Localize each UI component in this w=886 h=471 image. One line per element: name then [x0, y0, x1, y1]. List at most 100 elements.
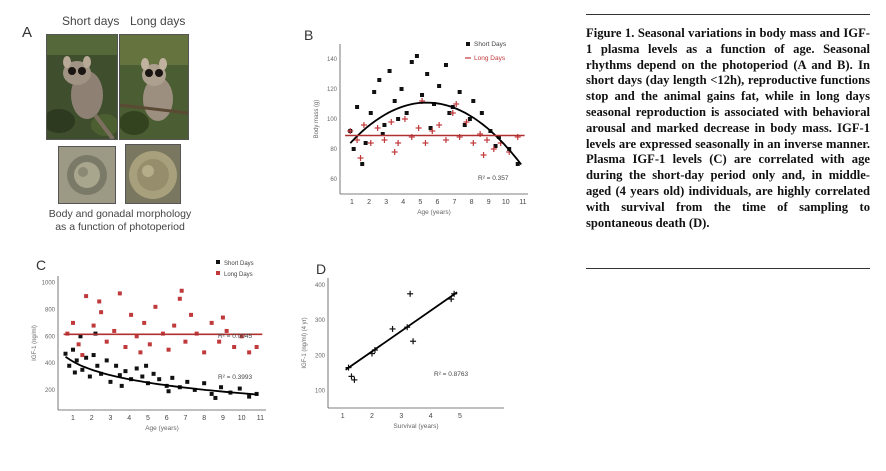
data-point — [449, 110, 456, 116]
data-point — [247, 350, 252, 355]
x-tick-label: 3 — [384, 199, 388, 206]
data-point — [170, 375, 175, 380]
data-point — [117, 373, 122, 378]
data-point — [247, 394, 252, 399]
data-point — [87, 374, 92, 379]
data-point — [425, 72, 430, 76]
x-tick-label: 5 — [418, 199, 422, 206]
x-tick-label: 2 — [90, 415, 94, 422]
data-point — [112, 328, 117, 333]
data-point — [447, 111, 452, 115]
data-point — [134, 366, 139, 371]
data-point — [209, 391, 214, 396]
data-point — [91, 323, 96, 328]
data-point — [382, 123, 387, 127]
data-point — [410, 338, 417, 345]
data-point — [104, 339, 109, 344]
x-tick-label: 10 — [238, 415, 246, 422]
data-point — [357, 155, 364, 161]
data-point — [91, 353, 96, 358]
data-point — [429, 128, 436, 134]
data-point — [217, 339, 222, 344]
y-tick-label: 400 — [45, 361, 56, 367]
data-point — [97, 299, 102, 304]
data-point — [496, 135, 501, 139]
data-point — [380, 132, 385, 136]
x-axis-label: Age (years) — [417, 209, 451, 216]
data-point — [463, 119, 470, 125]
data-point — [80, 353, 85, 358]
y-axis-label: IGF-1 (ng/ml) — [32, 325, 38, 361]
data-point — [374, 125, 381, 131]
data-point — [392, 99, 397, 103]
data-point — [515, 162, 520, 166]
y-tick-label: 300 — [315, 318, 326, 324]
data-point — [192, 387, 197, 392]
data-point — [153, 304, 158, 309]
panel-b-letter: B — [304, 28, 313, 43]
x-tick-label: 5 — [458, 413, 462, 420]
x-tick-label: 4 — [401, 199, 405, 206]
panel-c-letter: C — [36, 258, 46, 273]
y-tick-label: 400 — [315, 283, 326, 289]
x-tick-label: 8 — [470, 199, 474, 206]
x-tick-label: 7 — [183, 415, 187, 422]
data-point — [388, 119, 395, 125]
legend-label-long: Long Days — [224, 272, 253, 278]
data-point — [172, 323, 177, 328]
x-tick-label: 9 — [487, 199, 491, 206]
data-point — [480, 152, 487, 158]
fit-line — [349, 101, 522, 166]
data-point — [414, 54, 419, 58]
data-point — [432, 102, 436, 106]
data-point — [348, 373, 355, 380]
data-point — [351, 147, 356, 151]
data-point — [138, 350, 143, 355]
legend-label-short: Short Days — [474, 41, 507, 48]
caption-top-rule — [586, 14, 870, 15]
y-tick-label: 140 — [327, 57, 338, 63]
r2-short-label: R² = 0.3993 — [218, 374, 253, 381]
data-point — [395, 140, 402, 146]
data-point — [129, 312, 134, 317]
data-point — [422, 140, 429, 146]
panel-b-chart: B 1 2 3 4 5 6 7 8 9 10 11 60 80 100 120 140 Age (years) Bo… — [304, 28, 528, 216]
data-point — [401, 116, 408, 122]
panel-d-chart: D 1 2 3 4 5 100 200 300 400 Survival (years) IGF-1 … — [302, 261, 504, 430]
data-point — [70, 320, 75, 325]
data-point — [157, 377, 162, 382]
x-axis-label: Survival (years) — [393, 423, 438, 430]
data-point — [372, 90, 377, 94]
y-tick-label: 100 — [315, 388, 326, 394]
lemur-short-days-photo — [43, 34, 119, 141]
data-point — [389, 325, 396, 332]
r2-long-label: R² = 0.0045 — [218, 333, 253, 340]
data-point — [147, 342, 152, 347]
panel-a-caption-line1: Body and gonadal morphology — [48, 208, 192, 220]
data-point — [377, 78, 382, 82]
data-point — [84, 355, 89, 360]
data-point — [185, 379, 190, 384]
x-tick-label: 4 — [127, 415, 131, 422]
data-point — [351, 376, 358, 383]
data-point — [189, 312, 194, 317]
data-point — [224, 328, 229, 333]
data-point — [219, 385, 224, 390]
data-point — [391, 149, 398, 155]
data-point — [140, 374, 145, 379]
x-axis-label: Age (years) — [145, 425, 179, 432]
data-point — [183, 339, 188, 344]
x-tick-label: 1 — [341, 413, 345, 420]
y-tick-label: 60 — [330, 177, 337, 183]
legend-label-short: Short Days — [224, 261, 254, 267]
r2-label: R² = 0.8763 — [434, 371, 469, 378]
data-point — [420, 93, 425, 97]
fit-line — [345, 291, 458, 371]
data-point — [415, 125, 422, 131]
x-tick-label: 2 — [367, 199, 371, 206]
data-point — [104, 358, 109, 363]
data-point — [407, 290, 414, 297]
x-tick-label: 11 — [257, 415, 264, 422]
data-point — [108, 379, 113, 384]
data-point — [166, 389, 171, 394]
